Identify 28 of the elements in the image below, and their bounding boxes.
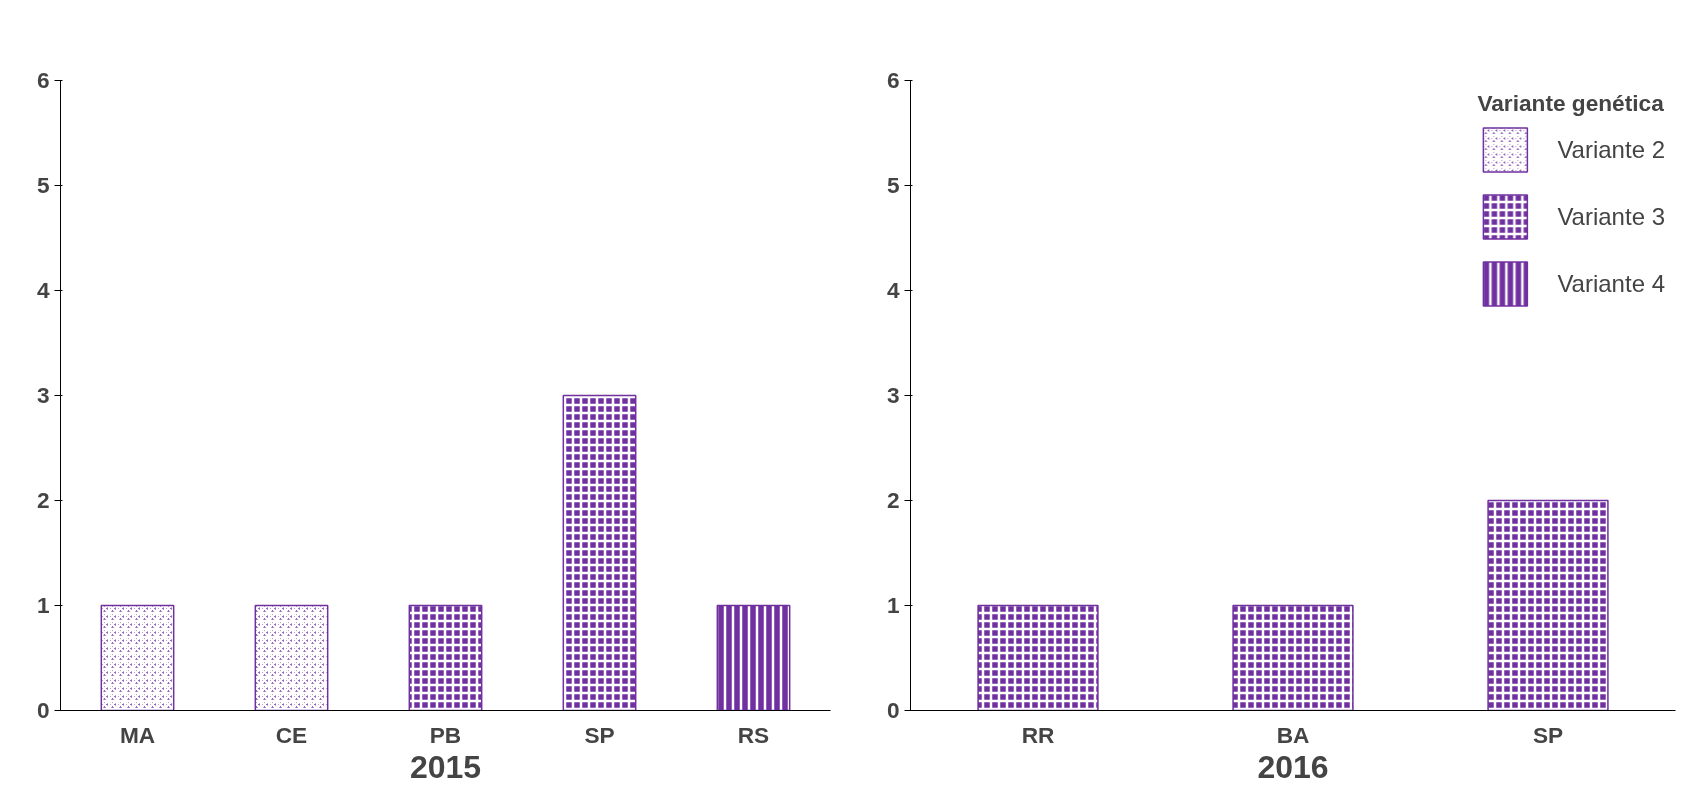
y-tick-label: 4 — [886, 277, 900, 303]
y-tick-label: 0 — [886, 697, 900, 723]
legend-title: Variante genética — [1477, 90, 1665, 117]
x-tick-label: PB — [429, 721, 462, 748]
y-tick-label: 5 — [886, 172, 900, 198]
y-tick-label: 4 — [36, 277, 50, 303]
legend-label: Variante 4 — [1557, 269, 1665, 298]
x-tick-label: CE — [275, 721, 308, 748]
x-tick-label: RR — [1021, 721, 1055, 748]
y-tick-label: 1 — [886, 592, 900, 618]
y-tick-label: 2 — [36, 487, 50, 513]
y-tick-label: 2 — [886, 487, 900, 513]
x-axis-title: 2015 — [409, 748, 482, 785]
y-tick-label: 6 — [886, 67, 900, 93]
x-tick-label: SP — [1532, 721, 1564, 748]
legend-label: Variante 3 — [1557, 202, 1665, 231]
y-tick-label: 3 — [36, 382, 50, 408]
x-axis-title: 2016 — [1257, 748, 1329, 785]
x-tick-label: SP — [584, 721, 615, 748]
y-tick-label: 6 — [36, 67, 50, 93]
y-tick-label: 3 — [886, 382, 900, 408]
x-tick-label: BA — [1276, 721, 1310, 748]
y-tick-label: 5 — [36, 172, 50, 198]
y-tick-label: 0 — [36, 697, 50, 723]
x-tick-label: RS — [737, 721, 770, 748]
x-tick-label: MA — [119, 721, 156, 748]
legend-label: Variante 2 — [1557, 135, 1665, 164]
y-tick-label: 1 — [36, 592, 50, 618]
